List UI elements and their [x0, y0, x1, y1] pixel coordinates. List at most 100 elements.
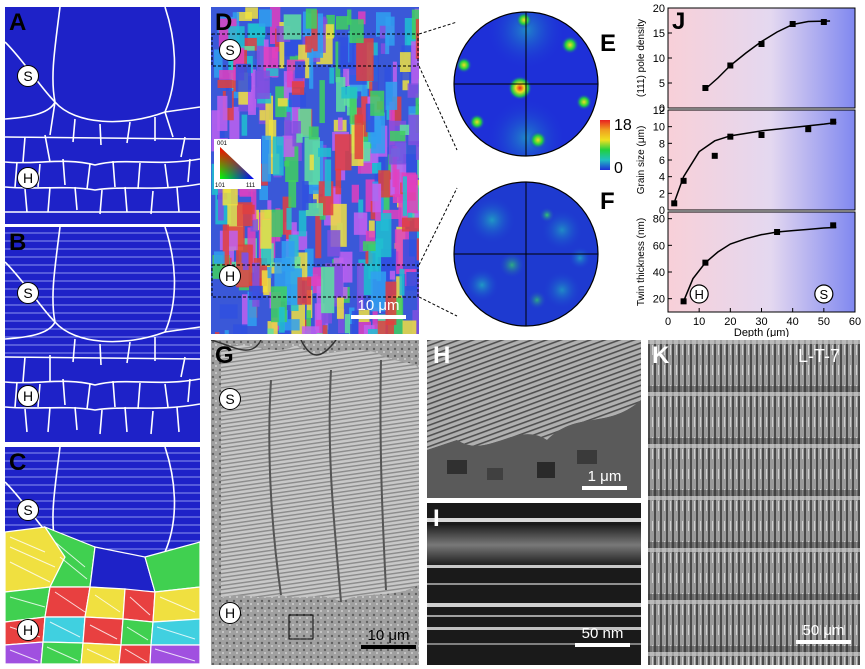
data-point	[727, 133, 734, 140]
panel-j-label: J	[672, 8, 686, 35]
x-tick-label: 60	[849, 316, 861, 328]
panel-d-label: D	[215, 9, 233, 36]
panel-g-label: G	[215, 342, 234, 369]
data-point	[789, 21, 796, 27]
y-tick-label: 0	[659, 103, 665, 115]
panel-e-pole-figure	[453, 11, 599, 157]
data-point	[702, 259, 709, 266]
y-tick-label: 15	[653, 28, 665, 40]
data-point	[758, 41, 765, 47]
ipf-label-001: 001	[217, 141, 228, 147]
data-point	[727, 62, 734, 69]
panel-k-sem-image	[648, 340, 860, 665]
y-tick-label: 10	[653, 122, 665, 134]
y-tick-label: 40	[653, 267, 665, 279]
panel-f-label: F	[600, 188, 615, 215]
panel-f: F	[452, 180, 632, 330]
panel-i-scale-text: 50 nm	[581, 625, 624, 642]
chart-plot-area	[667, 7, 856, 109]
data-point	[702, 85, 709, 91]
chart-plot-area	[667, 109, 856, 211]
panel-g-marker-h: H	[219, 602, 241, 624]
data-point	[830, 222, 837, 229]
chart-2: 20 40 60 80 Twin thickness (nm) 0 10 20 30 40 50 60…	[636, 211, 861, 337]
panel-j-charts: 0 5 10 15 20 (111) pole density 0 2 4 6 8 10 12 Grain…	[636, 3, 861, 337]
panel-b-twin-schematic	[5, 227, 200, 435]
pole-density-colorbar	[600, 120, 610, 170]
chart-marker-text: H	[694, 287, 703, 302]
colorbar-max-label: 18	[614, 117, 632, 134]
y-tick-label: 60	[653, 240, 665, 252]
y-tick-label: 20	[653, 3, 665, 15]
panel-h-scale-text: 1 μm	[587, 468, 622, 485]
panel-g-scale-text: 10 μm	[367, 627, 410, 644]
panel-f-pole-figure	[453, 181, 599, 327]
panel-g-scalebar: 10 μm	[361, 627, 416, 649]
y-tick-label: 80	[653, 214, 665, 226]
ipf-label-111: 111	[246, 183, 256, 189]
y-axis-label: Grain size (μm)	[636, 126, 647, 195]
y-tick-label: 12	[653, 105, 665, 117]
panel-g: G S H 10 μm	[211, 340, 419, 665]
panel-k-label: K	[652, 342, 670, 369]
data-point	[774, 229, 781, 235]
colorbar-min-label: 0	[614, 160, 623, 177]
x-tick-label: 10	[693, 316, 705, 328]
chart-1: 0 2 4 6 8 10 12 Grain size (μm)	[636, 105, 856, 217]
ipf-triangle-legend: 001 101 111	[214, 139, 261, 189]
y-axis-label: (111) pole density	[636, 19, 647, 97]
panel-h: H 1 μm	[427, 340, 641, 498]
y-tick-label: 5	[659, 78, 665, 90]
panel-c: C S H	[5, 447, 200, 664]
x-tick-label: 40	[787, 316, 799, 328]
data-point	[680, 298, 687, 305]
zoom-connector-lines	[419, 21, 458, 317]
panel-i: I 50 nm	[427, 503, 641, 665]
panel-a-grain-schematic	[5, 7, 200, 215]
chart-marker-text: S	[819, 287, 828, 302]
panel-d-marker-s: S	[219, 39, 241, 61]
panel-k-scalebar: 50 μm	[796, 622, 851, 644]
panel-c-marker-s: S	[17, 499, 39, 521]
data-point	[830, 118, 837, 125]
data-point	[758, 132, 765, 138]
panel-j: 0 5 10 15 20 (111) pole density 0 2 4 6 8 10 12 Grain…	[630, 2, 865, 337]
panel-a-marker-h: H	[17, 167, 39, 189]
data-point	[671, 200, 678, 207]
y-tick-label: 8	[659, 138, 665, 150]
panel-k: K L-T-7 50 μm	[648, 340, 860, 665]
y-tick-label: 20	[653, 294, 665, 306]
panel-i-label: I	[433, 505, 440, 532]
panel-i-scalebar: 50 nm	[575, 625, 630, 647]
y-tick-label: 2	[659, 188, 665, 200]
panel-g-tem-image	[211, 340, 419, 665]
panel-k-sample-id: L-T-7	[798, 346, 841, 366]
panel-h-tem-image	[427, 340, 641, 498]
panel-h-label: H	[433, 342, 451, 369]
y-axis-label: Twin thickness (nm)	[636, 218, 647, 306]
panel-d-ebsd-map	[211, 7, 419, 334]
x-tick-label: 50	[818, 316, 830, 328]
panel-c-label: C	[9, 449, 27, 476]
data-point	[711, 152, 718, 159]
panel-d-region-boxes	[211, 33, 419, 298]
panel-h-scalebar: 1 μm	[582, 468, 627, 490]
chart-0: 0 5 10 15 20 (111) pole density	[636, 3, 856, 115]
panel-a-label: A	[9, 9, 27, 36]
x-axis-label: Depth (μm)	[734, 327, 789, 337]
x-tick-label: 30	[755, 316, 767, 328]
data-point	[805, 126, 812, 133]
y-tick-label: 4	[659, 172, 665, 184]
ipf-label-101: 101	[215, 183, 226, 189]
x-tick-label: 0	[665, 316, 671, 328]
panel-c-oriented-grain-schematic	[5, 447, 200, 664]
panel-d-scale-text: 10 μm	[357, 297, 400, 314]
panel-b: B S H	[5, 227, 200, 442]
panel-d: D S H 001 101 111 10 μm	[211, 7, 419, 334]
panel-e: E	[452, 10, 632, 160]
panel-b-marker-s: S	[17, 282, 39, 304]
y-tick-label: 10	[653, 53, 665, 65]
panel-k-scale-text: 50 μm	[802, 622, 845, 639]
panel-i-tem-twin-image	[427, 503, 641, 665]
y-tick-label: 6	[659, 155, 665, 167]
